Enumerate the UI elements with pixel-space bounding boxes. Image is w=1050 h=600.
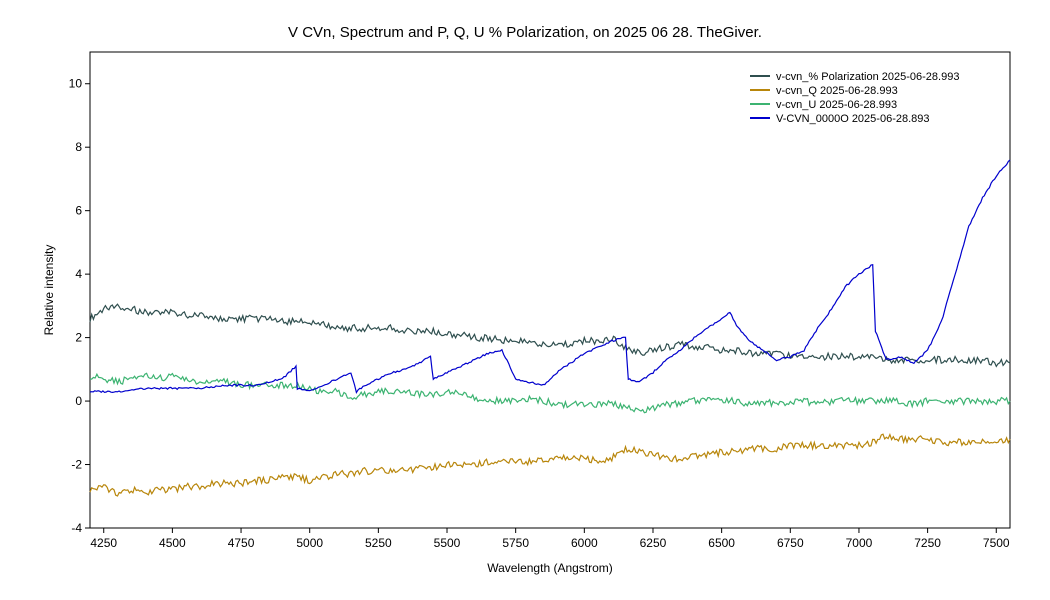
legend-label-2: v-cvn_U 2025-06-28.993 [776,99,897,111]
x-tick-label: 6000 [571,536,598,550]
plot-frame [89,51,1011,529]
x-tick-label: 6500 [708,536,735,550]
legend-label-1: v-cvn_Q 2025-06-28.993 [776,85,898,97]
legend: v-cvn_% Polarization 2025-06-28.993 v-cvn… [750,71,959,125]
x-axis-label: Wavelength (Angstrom) [487,561,613,575]
y-tick-label: 6 [75,204,82,218]
y-axis-label: Relative intensity [42,245,56,336]
x-tick-label: 4250 [90,536,117,550]
x-tick-label: 6250 [640,536,667,550]
y-tick-label: -4 [71,521,82,535]
x-tick-label: 6750 [777,536,804,550]
y-tick-label: 0 [75,394,82,408]
legend-label-0: v-cvn_% Polarization 2025-06-28.993 [776,71,959,83]
series-line-3 [89,159,1011,395]
x-tick-label: 5250 [365,536,392,550]
x-tick-label: 7500 [983,536,1010,550]
chart-title: V CVn, Spectrum and P, Q, U % Polarizati… [288,24,762,41]
series-line-0 [89,303,1011,368]
y-tick-label: 2 [75,331,82,345]
x-tick-label: 5500 [434,536,461,550]
y-tick-label: -2 [71,458,82,472]
x-tick-label: 4500 [159,536,186,550]
y-tick-label: 4 [75,267,82,281]
x-tick-label: 5750 [502,536,529,550]
x-tick-label: 7250 [914,536,941,550]
axis-ticks: 4250 4500 4750 5000 5250 5500 5750 6000 6250 6500… [69,77,1010,550]
y-tick-label: 10 [69,77,83,91]
x-tick-label: 5000 [296,536,323,550]
series-line-1 [89,432,1011,497]
y-tick-label: 8 [75,140,82,154]
series-line-2 [89,372,1011,414]
series-group [89,159,1011,497]
legend-label-3: V-CVN_0000O 2025-06-28.893 [776,113,930,125]
x-tick-label: 7000 [846,536,873,550]
x-tick-label: 4750 [228,536,255,550]
